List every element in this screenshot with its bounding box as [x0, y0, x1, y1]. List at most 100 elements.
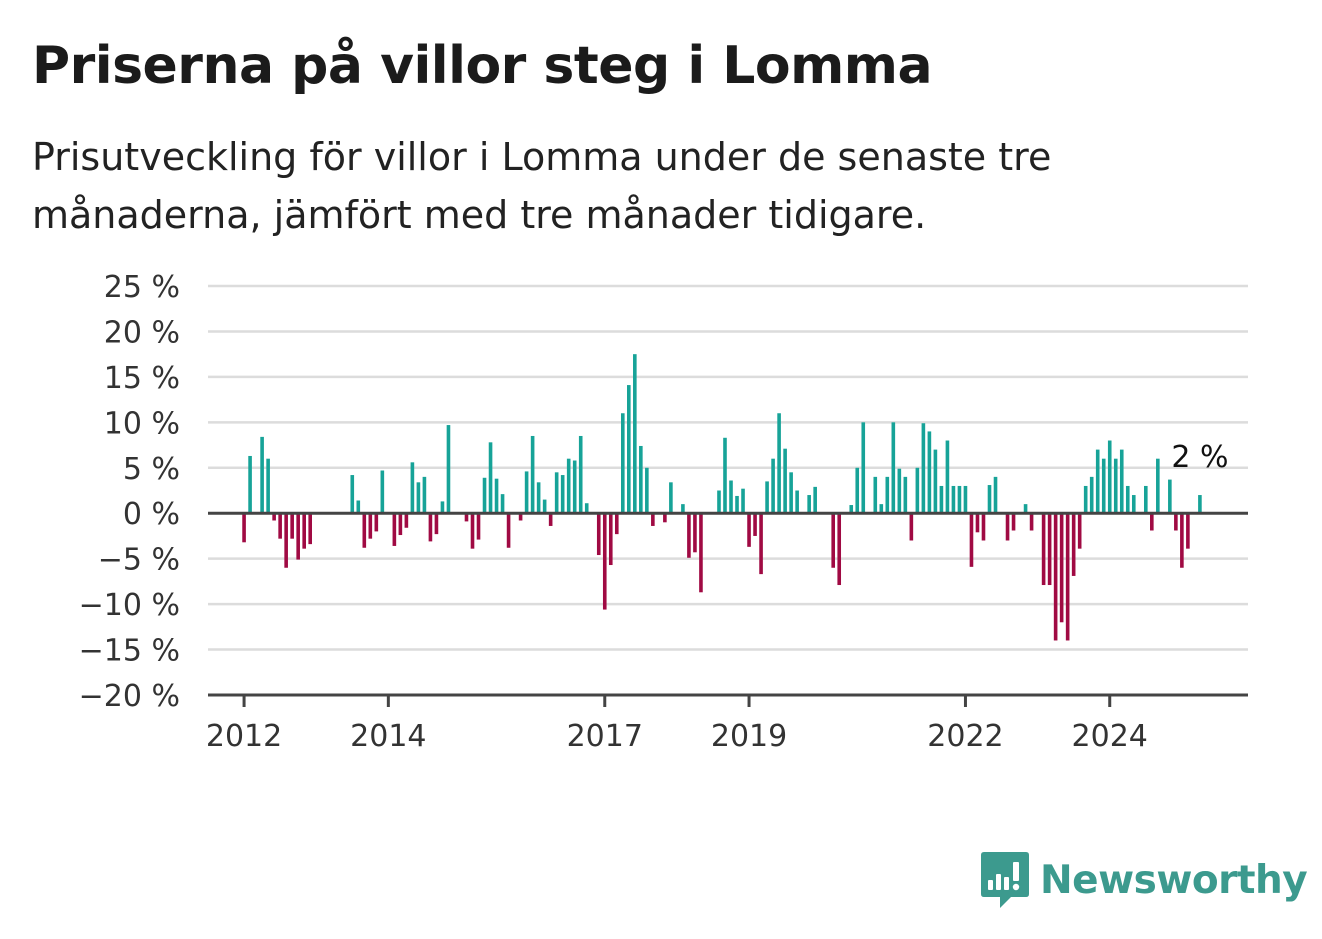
bar — [362, 513, 367, 548]
bar — [891, 422, 896, 514]
bar — [795, 490, 799, 514]
x-tick-label: 2012 — [206, 719, 282, 754]
bar — [1077, 513, 1082, 549]
bar — [945, 440, 950, 514]
bar — [1095, 449, 1100, 514]
bar — [1174, 513, 1178, 531]
bar — [602, 513, 607, 610]
bar — [951, 485, 956, 514]
bar — [356, 500, 361, 514]
bar — [747, 513, 751, 547]
bar — [266, 458, 270, 514]
bar — [735, 495, 739, 514]
bar — [849, 505, 854, 514]
newsworthy-bar-chart-icon — [981, 852, 1029, 908]
chart-subtitle: Prisutveckling för villor i Lomma under … — [32, 135, 1052, 237]
bar — [584, 503, 589, 514]
bar — [969, 513, 974, 567]
bar — [873, 476, 878, 514]
y-tick-label: 10 % — [104, 406, 180, 441]
bar — [566, 458, 571, 514]
bar — [410, 462, 415, 514]
bar — [759, 513, 763, 575]
bar — [753, 513, 757, 536]
x-tick-label: 2014 — [350, 719, 426, 754]
bar — [1186, 513, 1190, 549]
bar — [861, 422, 866, 514]
bar — [699, 513, 703, 593]
bar — [1065, 513, 1070, 641]
bar — [765, 481, 769, 514]
x-tick-label: 2019 — [711, 719, 787, 754]
bar — [242, 513, 246, 543]
bar-chart: 25 % 20 % 15 % 10 % 5 % 0 % −5 % −10 % −15 % −20 … — [79, 270, 1248, 754]
bar — [440, 501, 445, 514]
bar — [374, 513, 379, 532]
bars — [242, 354, 1202, 641]
bar — [771, 458, 775, 514]
bar — [939, 485, 944, 514]
bar — [1083, 485, 1088, 514]
bar — [897, 468, 902, 514]
bar — [777, 413, 781, 514]
bar — [879, 504, 884, 514]
bar — [548, 513, 553, 526]
bar — [741, 488, 745, 514]
bar — [470, 513, 475, 549]
bar — [855, 467, 860, 514]
bar — [380, 470, 385, 514]
chart-title: Priserna på villor steg i Lomma — [32, 36, 933, 96]
bar — [723, 437, 727, 514]
bar — [578, 435, 583, 514]
bar — [1089, 476, 1094, 514]
bar — [572, 460, 577, 514]
bar — [428, 513, 433, 542]
y-tick-label: 15 % — [104, 361, 180, 396]
bar — [542, 499, 547, 514]
bar — [963, 485, 968, 514]
bar — [1119, 449, 1124, 514]
bar — [1131, 495, 1136, 514]
bar — [296, 513, 300, 560]
y-tick-label: −5 % — [98, 543, 180, 578]
bar — [885, 476, 890, 514]
bar — [398, 513, 403, 536]
bar — [975, 513, 980, 533]
bar — [669, 482, 673, 514]
bar — [1198, 495, 1202, 514]
bar — [434, 513, 439, 535]
bar — [1023, 504, 1028, 514]
bar — [1005, 513, 1010, 541]
bar — [350, 475, 355, 514]
bar — [392, 513, 397, 546]
y-tick-label: 20 % — [104, 315, 180, 350]
bar — [494, 478, 499, 514]
bar — [651, 513, 655, 526]
bar — [909, 513, 914, 541]
bar — [422, 476, 427, 514]
newsworthy-logo: Newsworthy — [980, 850, 1308, 910]
bar — [807, 495, 811, 514]
bar — [506, 513, 511, 548]
bar — [608, 513, 613, 566]
y-tick-label: 25 % — [104, 270, 180, 305]
bar — [536, 482, 541, 514]
bar — [1059, 513, 1064, 623]
bar — [831, 513, 836, 568]
bar — [1168, 479, 1172, 514]
bar — [614, 513, 619, 535]
bar — [260, 436, 264, 514]
bar — [813, 486, 817, 514]
bar — [596, 513, 601, 556]
bar — [915, 467, 920, 514]
bar — [278, 513, 282, 539]
bar — [927, 431, 932, 514]
bar — [518, 513, 523, 521]
x-tick-label: 2017 — [567, 719, 643, 754]
bar — [620, 413, 625, 514]
bar — [476, 513, 481, 540]
y-tick-label: −10 % — [79, 588, 180, 623]
bar — [524, 471, 529, 514]
bar — [993, 476, 998, 514]
bar — [1029, 513, 1034, 531]
